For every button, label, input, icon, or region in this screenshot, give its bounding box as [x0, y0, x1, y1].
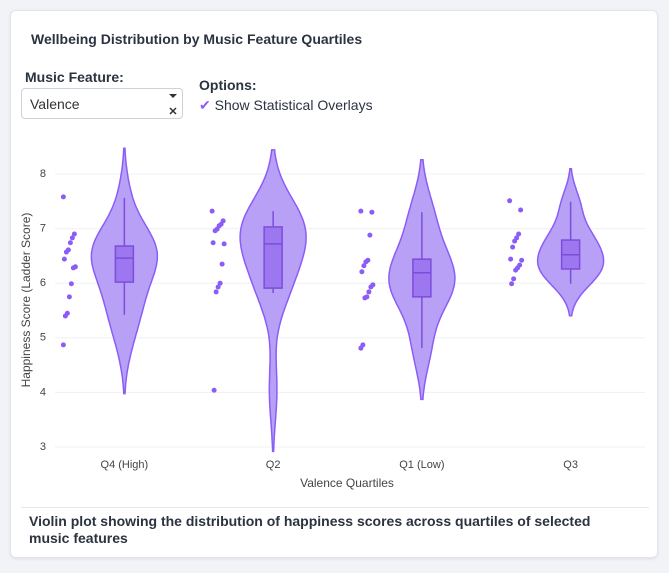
data-point: [213, 289, 219, 295]
y-tick-label: 7: [40, 222, 46, 234]
data-point: [211, 387, 217, 393]
y-tick-label: 5: [40, 332, 46, 344]
data-point: [508, 256, 514, 262]
x-tick-label: Q2: [266, 459, 281, 471]
data-point: [210, 240, 216, 246]
box: [263, 226, 283, 289]
x-tick-label: Q3: [563, 459, 578, 471]
data-point: [67, 240, 73, 246]
feature-dropdown[interactable]: Valence: [21, 88, 183, 119]
dropdown-value: Valence: [30, 96, 80, 112]
data-point: [221, 241, 227, 247]
y-tick-label: 8: [40, 168, 46, 180]
data-point: [511, 276, 517, 282]
x-axis-title: Valence Quartiles: [300, 476, 394, 490]
data-point: [63, 249, 69, 255]
violin: [239, 149, 307, 453]
data-point: [359, 269, 365, 275]
y-axis-title: Happiness Score (Ladder Score): [19, 213, 33, 388]
data-point: [62, 313, 68, 319]
overlay-checkbox[interactable]: ✔ Show Statistical Overlays: [199, 97, 373, 114]
data-point: [61, 256, 67, 262]
data-point: [217, 280, 223, 286]
data-point: [71, 231, 77, 237]
data-point: [70, 265, 76, 271]
option-text: Show Statistical Overlays: [214, 97, 373, 113]
box: [412, 258, 432, 298]
chart: Valence Quartiles Happiness Score (Ladde…: [19, 147, 645, 490]
y-tick-label: 4: [40, 386, 46, 398]
data-point: [507, 198, 513, 204]
data-point: [60, 194, 66, 200]
data-point: [363, 259, 369, 265]
data-point: [368, 284, 374, 290]
divider: [21, 507, 649, 508]
data-point: [60, 342, 66, 348]
data-point: [358, 208, 364, 214]
caption: Violin plot showing the distribution of …: [29, 513, 591, 546]
data-point: [362, 295, 368, 301]
dropdown-icons: [169, 94, 177, 115]
data-point: [66, 294, 72, 300]
arrow-icon: [169, 94, 177, 98]
data-point: [369, 209, 375, 215]
data-point: [513, 267, 519, 273]
data-point: [212, 228, 218, 234]
data-point: [358, 345, 364, 351]
data-point: [68, 281, 74, 287]
box: [114, 245, 135, 283]
data-point: [512, 238, 518, 244]
clear-icon[interactable]: [169, 107, 177, 115]
feature-label: Music Feature:: [25, 69, 124, 85]
x-tick-label: Q1 (Low): [399, 459, 444, 471]
data-point: [215, 284, 221, 290]
data-point: [209, 208, 215, 214]
card-title: Wellbeing Distribution by Music Feature …: [31, 31, 363, 47]
options-label: Options:: [199, 77, 257, 93]
data-point: [519, 257, 525, 263]
data-point: [361, 263, 367, 269]
data-point: [69, 235, 75, 241]
check-icon: ✔: [199, 97, 211, 113]
y-tick-label: 6: [40, 277, 46, 289]
data-point: [509, 281, 515, 287]
x-tick-label: Q4 (High): [101, 459, 149, 471]
data-point: [366, 289, 372, 295]
data-point: [516, 231, 522, 237]
data-point: [510, 244, 516, 250]
data-point: [367, 232, 373, 238]
y-tick-label: 3: [40, 441, 46, 453]
data-point: [219, 261, 225, 267]
data-point: [518, 207, 524, 213]
